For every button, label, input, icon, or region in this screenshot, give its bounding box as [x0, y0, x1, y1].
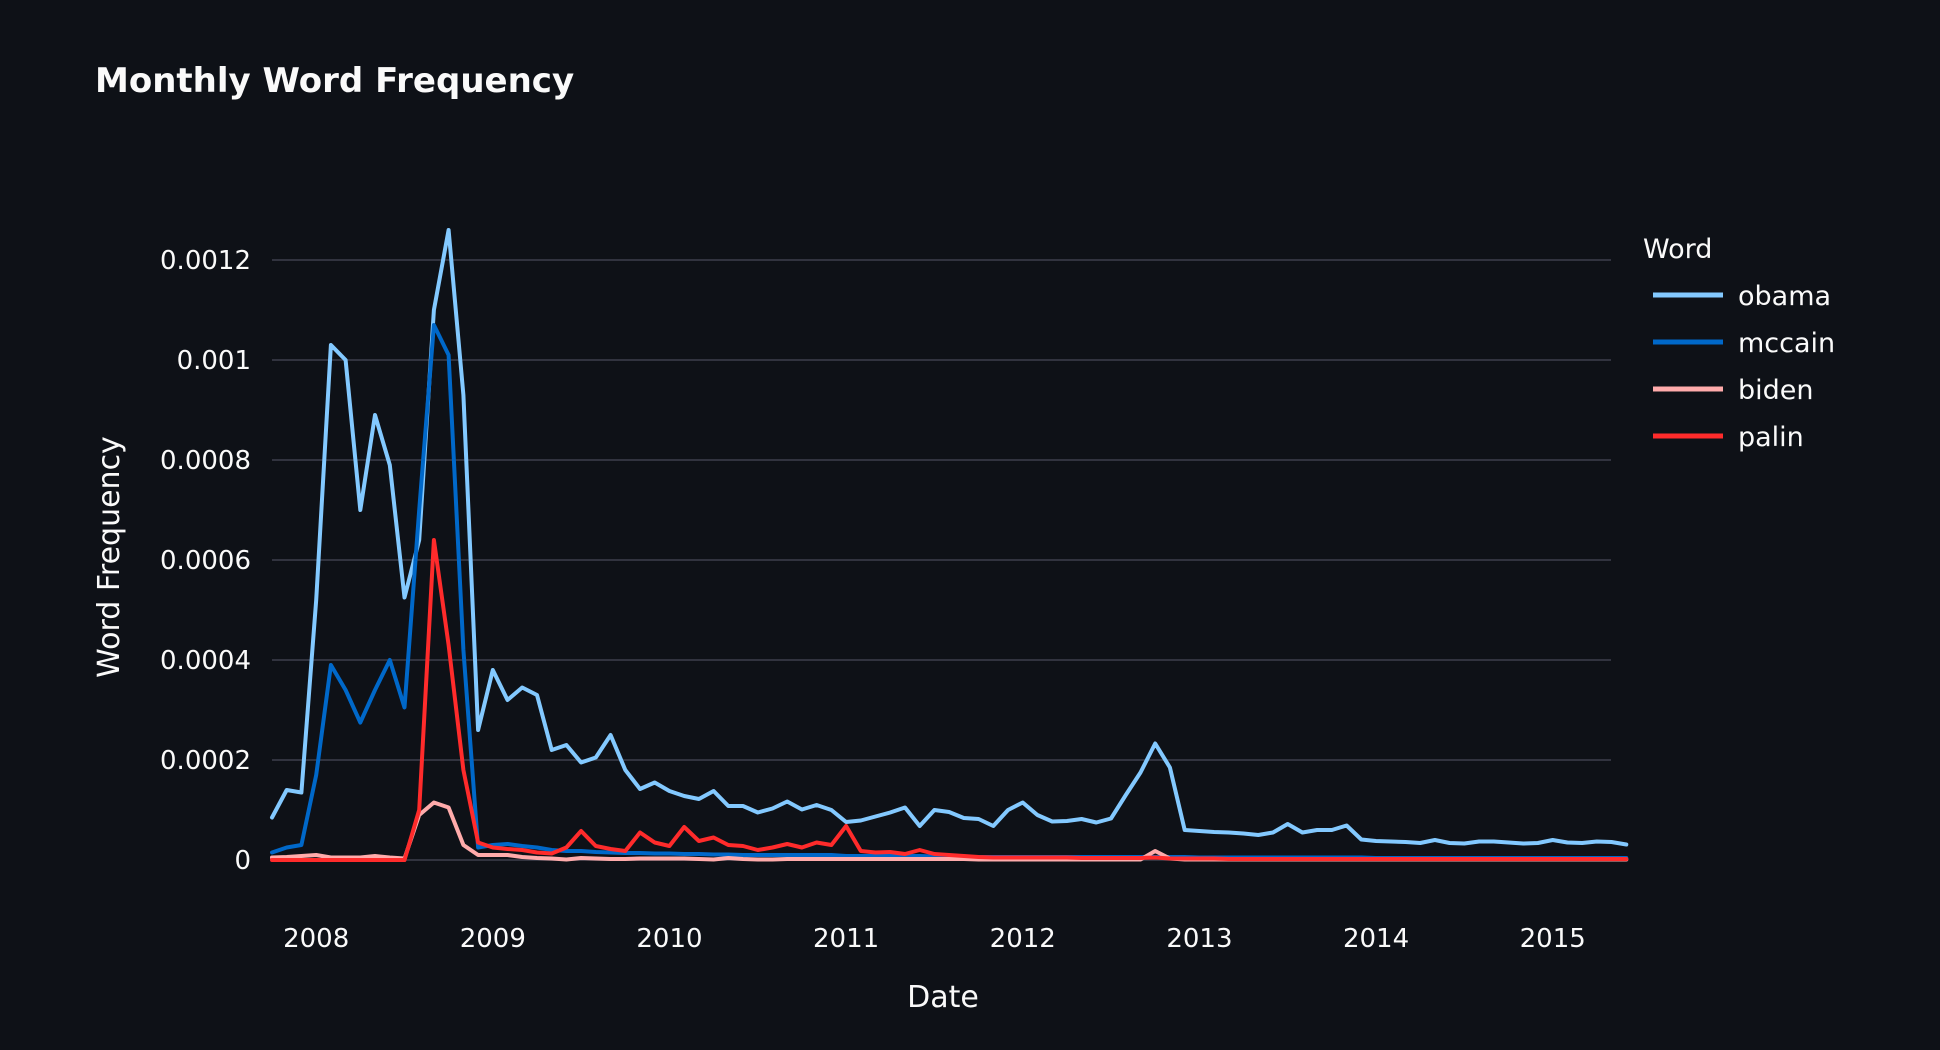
legend: Word obama mccain biden palin	[1643, 234, 1835, 453]
legend-title: Word	[1643, 234, 1712, 265]
series-line-obama	[270, 228, 1629, 847]
y-tick-label: 0.001	[177, 346, 251, 376]
y-tick-label: 0.0006	[160, 546, 251, 576]
x-tick-label: 2013	[1166, 924, 1232, 954]
legend-label-palin: palin	[1738, 422, 1804, 453]
legend-items: obama mccain biden palin	[1653, 281, 1835, 453]
x-tick-label: 2011	[813, 924, 879, 954]
chart-title: Monthly Word Frequency	[95, 61, 574, 101]
x-tick-label: 2009	[460, 924, 526, 954]
legend-label-mccain: mccain	[1738, 328, 1835, 359]
gridlines	[272, 259, 1611, 861]
y-tick-label: 0.0012	[160, 246, 251, 276]
x-tick-label: 2010	[636, 924, 702, 954]
x-axis-ticks: 2008 2009 2010 2011 2012 2013 2014 2015	[283, 924, 1586, 954]
x-tick-label: 2008	[283, 924, 349, 954]
y-tick-label: 0.0004	[160, 646, 251, 676]
y-tick-label: 0.0002	[160, 746, 251, 776]
x-tick-label: 2015	[1520, 924, 1586, 954]
y-axis-title: Word Frequency	[92, 436, 127, 678]
series-line-palin	[270, 538, 1629, 862]
y-tick-label: 0.0008	[160, 446, 251, 476]
series-lines	[270, 228, 1629, 862]
x-tick-label: 2014	[1343, 924, 1409, 954]
y-axis-ticks: 0 0.0002 0.0004 0.0006 0.0008 0.001 0.0012	[160, 246, 251, 876]
x-axis-title: Date	[907, 980, 979, 1015]
legend-label-obama: obama	[1738, 281, 1831, 312]
legend-label-biden: biden	[1738, 375, 1814, 406]
x-tick-label: 2012	[990, 924, 1056, 954]
series-line-mccain	[270, 323, 1629, 860]
y-tick-label: 0	[234, 846, 251, 876]
